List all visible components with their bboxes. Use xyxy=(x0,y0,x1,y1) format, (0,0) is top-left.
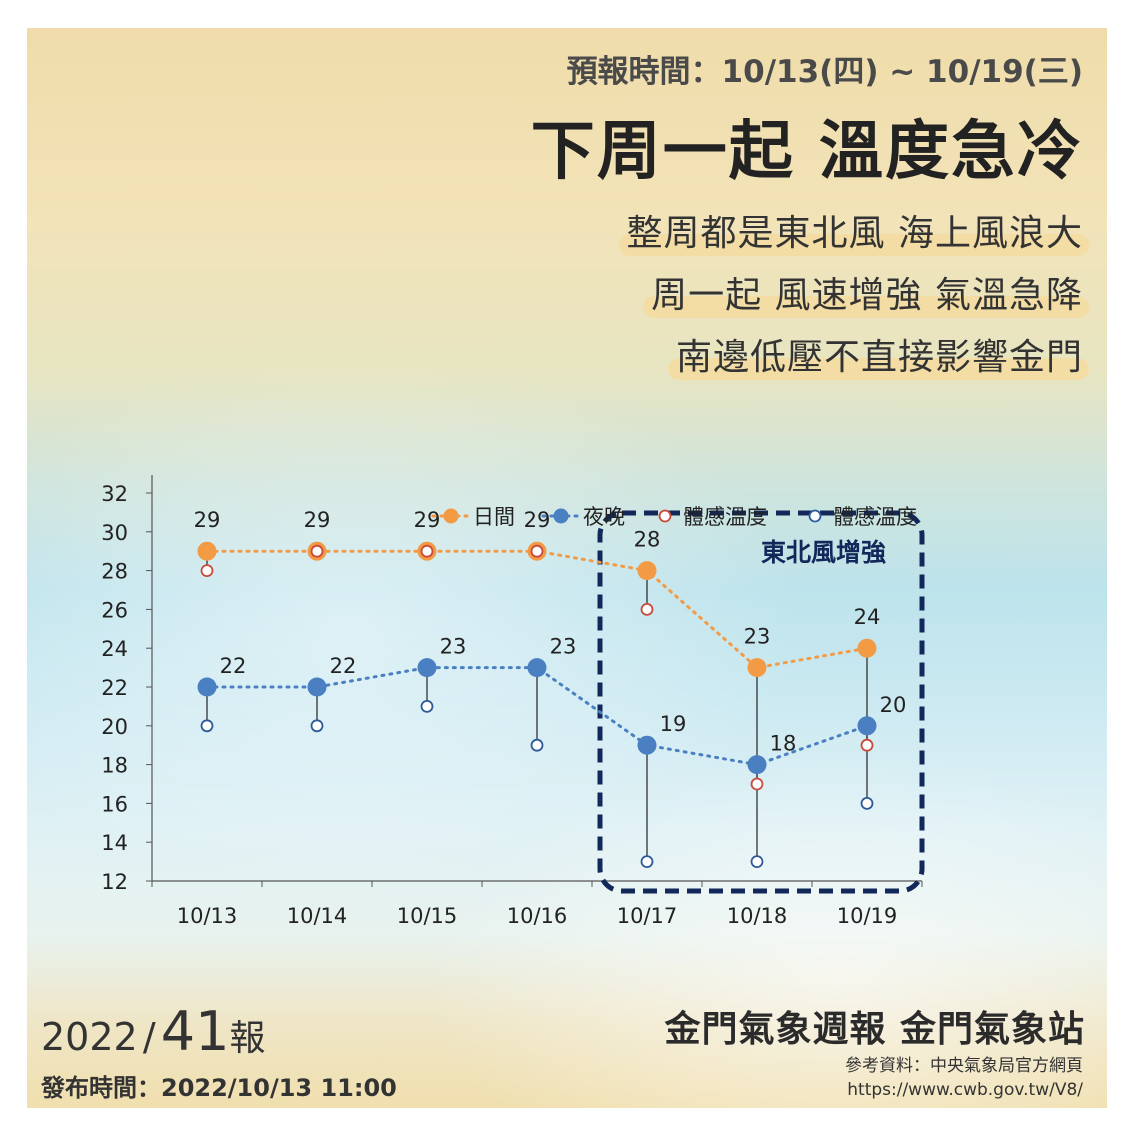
legend-label: 體感溫度 xyxy=(683,505,767,529)
night-point xyxy=(307,677,327,697)
station-name: 金門氣象週報 金門氣象站 xyxy=(664,1009,1085,1050)
forecast-period: 預報時間：10/13(四) ~ 10/19(三) xyxy=(566,54,1083,90)
reference-url: https://www.cwb.gov.tw/V8/ xyxy=(847,1080,1083,1100)
day-point xyxy=(197,541,217,561)
y-tick-label: 16 xyxy=(101,792,128,816)
x-tick-label: 10/15 xyxy=(397,904,458,928)
night-point xyxy=(747,755,767,775)
temperature-chart: 12 14 16 18 20 22 24 26 28 30 32 10/13 10/14 10/15 10/… xyxy=(101,475,925,928)
feel-night-point xyxy=(860,796,874,810)
strong-wind-box xyxy=(597,510,925,894)
day-point xyxy=(637,561,657,581)
issue-suffix: 報 xyxy=(229,1018,266,1059)
night-point xyxy=(417,658,437,678)
x-tick-label: 10/14 xyxy=(287,904,348,928)
night-data-label: 23 xyxy=(440,635,467,659)
feel-night-point xyxy=(640,855,654,869)
day-point xyxy=(857,638,877,658)
strong-wind-label: 東北風增強 xyxy=(761,538,886,567)
day-series-line xyxy=(205,549,869,670)
y-tick-label: 20 xyxy=(101,715,128,739)
night-data-label: 19 xyxy=(660,712,687,736)
legend-marker xyxy=(443,508,459,524)
y-tick-label: 28 xyxy=(101,560,128,584)
night-data-label: 22 xyxy=(220,654,247,678)
feel-day-point xyxy=(750,777,764,791)
legend-marker xyxy=(553,508,569,524)
issue-year: 2022 xyxy=(41,1015,138,1059)
reference: 參考資料：中央氣象局官方網頁 https://www.cwb.gov.tw/V8… xyxy=(845,1054,1083,1102)
day-data-label: 29 xyxy=(524,508,551,532)
x-tick-label: 10/18 xyxy=(727,904,788,928)
night-point xyxy=(857,716,877,736)
reference-label: 參考資料：中央氣象局官方網頁 xyxy=(845,1056,1083,1076)
night-point xyxy=(637,735,657,755)
y-tick-label: 24 xyxy=(101,637,128,661)
feel-day-point xyxy=(640,602,654,616)
day-data-label: 29 xyxy=(194,508,221,532)
day-data-label: 23 xyxy=(744,625,771,649)
feel-day-point xyxy=(530,544,544,558)
feel-night-point xyxy=(750,855,764,869)
y-tick-label: 14 xyxy=(101,831,128,855)
x-tick-label: 10/13 xyxy=(177,904,238,928)
y-tick-label: 18 xyxy=(101,754,128,778)
x-tick-label: 10/17 xyxy=(617,904,678,928)
legend-label: 夜晚 xyxy=(583,505,625,529)
legend-label: 體感溫度 xyxy=(833,505,917,529)
y-tick-label: 22 xyxy=(101,676,128,700)
weather-report-card: 預報時間：10/13(四) ~ 10/19(三) 下周一起 溫度急冷 整周都是東… xyxy=(27,28,1107,1108)
summary-line-1: 整周都是東北風 海上風浪大 xyxy=(618,202,1089,258)
x-tick-label: 10/19 xyxy=(837,904,898,928)
y-tick-label: 30 xyxy=(101,521,128,545)
legend-label: 日間 xyxy=(473,505,515,529)
issue-slash: / xyxy=(142,1015,156,1059)
feel-night-point xyxy=(420,699,434,713)
legend-marker xyxy=(808,509,822,523)
headline: 下周一起 溫度急冷 xyxy=(530,115,1083,189)
y-tick-label: 12 xyxy=(101,870,128,894)
feel-day-point xyxy=(860,738,874,752)
night-data-label: 18 xyxy=(770,732,797,756)
feel-night-point xyxy=(310,719,324,733)
y-tick-label: 26 xyxy=(101,598,128,622)
night-point xyxy=(197,677,217,697)
x-tick-label: 10/16 xyxy=(507,904,568,928)
night-point xyxy=(527,658,547,678)
feel-day-point xyxy=(420,544,434,558)
day-data-label: 28 xyxy=(634,528,661,552)
day-point xyxy=(747,658,767,678)
release-time: 發布時間：2022/10/13 11:00 xyxy=(41,1074,397,1102)
feel-night-point xyxy=(200,719,214,733)
night-data-label: 22 xyxy=(330,654,357,678)
day-data-label: 29 xyxy=(414,508,441,532)
night-data-label: 20 xyxy=(880,693,907,717)
issue-no: 41 xyxy=(160,1000,230,1063)
feel-day-point xyxy=(310,544,324,558)
issue-number: 2022 / 41報 xyxy=(41,1000,265,1063)
feel-night-point xyxy=(530,738,544,752)
summary-line-3: 南邊低壓不直接影響金門 xyxy=(667,326,1089,382)
day-data-label: 29 xyxy=(304,508,331,532)
night-data-label: 23 xyxy=(550,635,577,659)
legend-marker xyxy=(658,509,672,523)
y-tick-label: 32 xyxy=(101,482,128,506)
day-data-label: 24 xyxy=(854,605,881,629)
summary-line-2: 周一起 風速增強 氣溫急降 xyxy=(643,264,1089,320)
feel-day-point xyxy=(200,564,214,577)
